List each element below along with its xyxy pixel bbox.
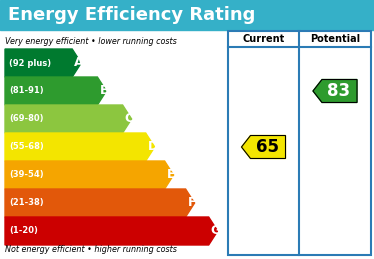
Text: (55-68): (55-68) (9, 142, 44, 152)
Polygon shape (5, 77, 106, 105)
Text: C: C (125, 112, 134, 126)
Text: A: A (74, 56, 84, 69)
Text: (69-80): (69-80) (9, 114, 43, 124)
Text: Very energy efficient • lower running costs: Very energy efficient • lower running co… (5, 37, 177, 46)
Text: D: D (148, 140, 158, 154)
Polygon shape (242, 135, 285, 159)
Polygon shape (313, 80, 357, 103)
Bar (0, 30, 374, 259)
Bar (0, 0, 374, 30)
Text: Not energy efficient • higher running costs: Not energy efficient • higher running co… (5, 245, 177, 254)
Text: Energy Efficiency Rating: Energy Efficiency Rating (8, 6, 255, 24)
Text: (81-91): (81-91) (9, 87, 44, 96)
Text: (21-38): (21-38) (9, 198, 44, 207)
Text: 83: 83 (328, 82, 350, 100)
Polygon shape (5, 189, 194, 217)
Text: 65: 65 (256, 138, 279, 156)
Text: F: F (188, 197, 196, 210)
Polygon shape (5, 49, 81, 77)
Text: E: E (166, 169, 175, 182)
Polygon shape (5, 133, 155, 161)
Polygon shape (5, 161, 174, 189)
Text: (39-54): (39-54) (9, 170, 44, 179)
Text: B: B (99, 84, 109, 97)
Bar (228, 31, 371, 255)
Text: G: G (211, 225, 221, 238)
Text: Current: Current (242, 34, 285, 44)
Text: (1-20): (1-20) (9, 227, 38, 235)
Text: (92 plus): (92 plus) (9, 59, 51, 68)
Polygon shape (5, 105, 132, 133)
Text: Potential: Potential (310, 34, 360, 44)
Polygon shape (5, 217, 218, 245)
